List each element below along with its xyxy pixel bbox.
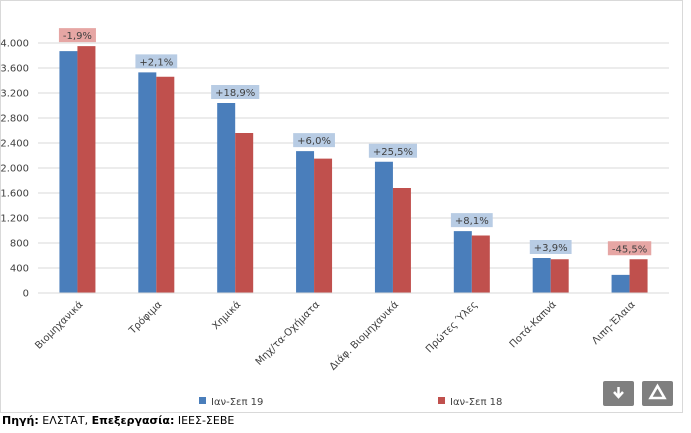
legend-label: Ιαν-Σεπ 19 xyxy=(211,397,263,408)
annotation: -1,9% xyxy=(63,31,92,42)
bar xyxy=(392,188,411,293)
bar xyxy=(138,72,157,293)
annotation: +3,9% xyxy=(534,243,568,254)
annotation-box xyxy=(607,241,652,256)
processing: ΙΕΕΣ-ΣΕΒΕ xyxy=(178,414,235,427)
annotation: +6,0% xyxy=(297,136,331,147)
annotation: +2,1% xyxy=(139,57,173,68)
annotation: -45,5% xyxy=(612,244,647,255)
bar xyxy=(296,151,315,293)
annotation-box xyxy=(58,28,96,43)
bar xyxy=(532,258,551,293)
y-tick-label: 3.600 xyxy=(0,64,29,75)
download-button[interactable] xyxy=(603,381,634,406)
legend-swatch xyxy=(199,397,206,404)
bar xyxy=(471,235,490,293)
y-tick-label: 2.400 xyxy=(0,139,29,150)
legend-label: Ιαν-Σεπ 18 xyxy=(450,397,502,408)
annotation-box xyxy=(529,240,572,254)
annotation-box xyxy=(135,54,178,69)
annotation: +25,5% xyxy=(373,147,413,158)
y-tick-label: 800 xyxy=(10,239,29,250)
processing-label: Επεξεργασία: xyxy=(92,414,175,427)
bar xyxy=(629,259,648,293)
bar xyxy=(156,76,175,293)
y-tick-label: 3.200 xyxy=(0,89,29,100)
annotation-box xyxy=(450,213,493,228)
y-tick-label: 1.200 xyxy=(0,214,29,225)
source-label: Πηγή: xyxy=(2,414,39,427)
bar xyxy=(314,158,333,293)
drive-button[interactable] xyxy=(642,381,673,406)
annotation: +18,9% xyxy=(215,88,255,99)
footer: Πηγή: ΕΛΣΤΑΤ, Επεξεργασία: ΙΕΕΣ-ΣΕΒΕ xyxy=(2,414,234,427)
y-tick-label: 400 xyxy=(10,264,29,275)
bar xyxy=(235,133,254,293)
y-tick-label: 1.600 xyxy=(0,189,29,200)
bar xyxy=(453,231,472,293)
y-tick-label: 2.800 xyxy=(0,114,29,125)
y-tick-label: 2.000 xyxy=(0,164,29,175)
bar xyxy=(611,274,630,293)
legend-swatch xyxy=(438,397,445,404)
source: ΕΛΣΤΑΤ, xyxy=(42,414,88,427)
bar xyxy=(374,161,393,293)
bar xyxy=(550,259,569,293)
bar xyxy=(77,46,96,293)
y-tick-label: 4.000 xyxy=(0,39,29,50)
annotation-box xyxy=(293,133,335,148)
bar xyxy=(59,51,78,293)
y-tick-label: 0 xyxy=(23,289,29,300)
annotation: +8,1% xyxy=(455,216,489,227)
bar xyxy=(217,103,236,293)
chart-frame xyxy=(0,0,683,413)
annotation-box xyxy=(368,143,418,158)
annotation-box xyxy=(211,85,260,99)
